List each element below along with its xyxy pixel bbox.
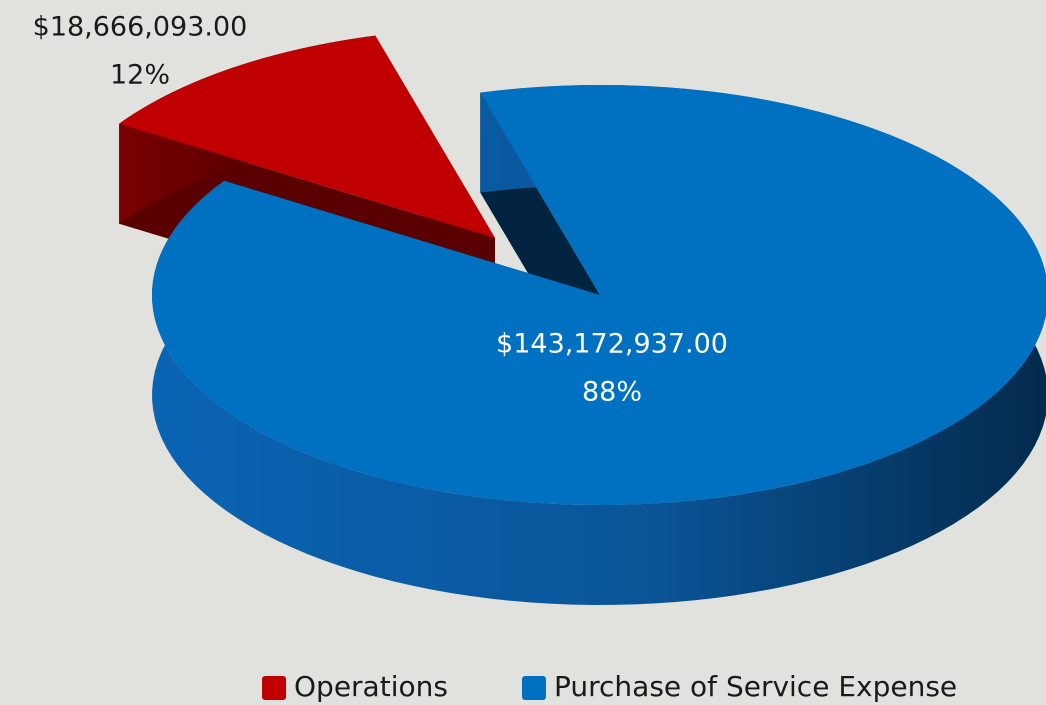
data-label: $143,172,937.00 xyxy=(496,329,728,360)
legend-swatch xyxy=(522,676,546,700)
legend-label: Purchase of Service Expense xyxy=(554,670,957,703)
legend-label: Operations xyxy=(294,670,448,703)
legend-swatch xyxy=(262,676,286,700)
data-label: 88% xyxy=(582,377,642,408)
slice-top xyxy=(119,35,495,238)
data-label: $18,666,093.00 xyxy=(33,12,248,43)
slice-top xyxy=(152,85,1046,505)
slice xyxy=(152,85,1046,605)
data-label: 12% xyxy=(110,60,170,91)
